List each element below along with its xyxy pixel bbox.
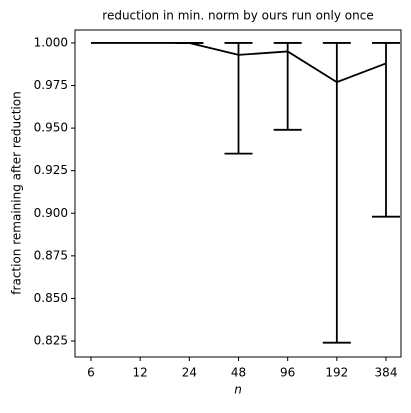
x-tick-label: 6	[87, 366, 95, 380]
x-tick-label: 48	[231, 366, 246, 380]
y-tick-label: 0.925	[34, 163, 68, 177]
y-axis-label: fraction remaining after reduction	[10, 91, 24, 294]
y-tick-label: 1.000	[34, 35, 68, 49]
y-tick-label: 0.975	[34, 78, 68, 92]
x-axis-label: n	[234, 383, 242, 397]
x-tick-label: 384	[375, 366, 398, 380]
x-tick-label: 24	[182, 366, 197, 380]
y-tick-label: 0.850	[34, 291, 68, 305]
y-tick-label: 0.825	[34, 333, 68, 347]
y-tick-label: 0.875	[34, 248, 68, 262]
y-tick-label: 0.900	[34, 206, 68, 220]
x-tick-label: 12	[133, 366, 148, 380]
x-tick-label: 96	[280, 366, 295, 380]
y-tick-label: 0.950	[34, 121, 68, 135]
x-tick-label: 192	[325, 366, 348, 380]
chart-title: reduction in min. norm by ours run only …	[102, 9, 373, 23]
